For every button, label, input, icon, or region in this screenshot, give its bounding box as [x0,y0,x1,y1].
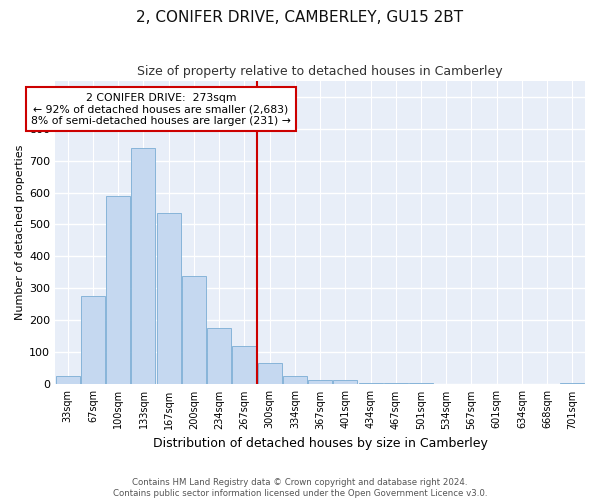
Text: 2, CONIFER DRIVE, CAMBERLEY, GU15 2BT: 2, CONIFER DRIVE, CAMBERLEY, GU15 2BT [136,10,464,25]
X-axis label: Distribution of detached houses by size in Camberley: Distribution of detached houses by size … [152,437,488,450]
Bar [131,148,155,384]
Bar [560,383,584,384]
Bar [106,196,130,384]
Bar [207,328,231,384]
Bar [334,380,357,384]
Title: Size of property relative to detached houses in Camberley: Size of property relative to detached ho… [137,65,503,78]
Bar [182,276,206,384]
Text: 2 CONIFER DRIVE:  273sqm
← 92% of detached houses are smaller (2,683)
8% of semi: 2 CONIFER DRIVE: 273sqm ← 92% of detache… [31,92,291,126]
Bar [232,346,256,385]
Bar [283,376,307,384]
Bar [81,296,105,384]
Bar [308,380,332,384]
Bar [157,214,181,384]
Bar [257,363,281,384]
Bar [56,376,80,384]
Y-axis label: Number of detached properties: Number of detached properties [15,145,25,320]
Text: Contains HM Land Registry data © Crown copyright and database right 2024.
Contai: Contains HM Land Registry data © Crown c… [113,478,487,498]
